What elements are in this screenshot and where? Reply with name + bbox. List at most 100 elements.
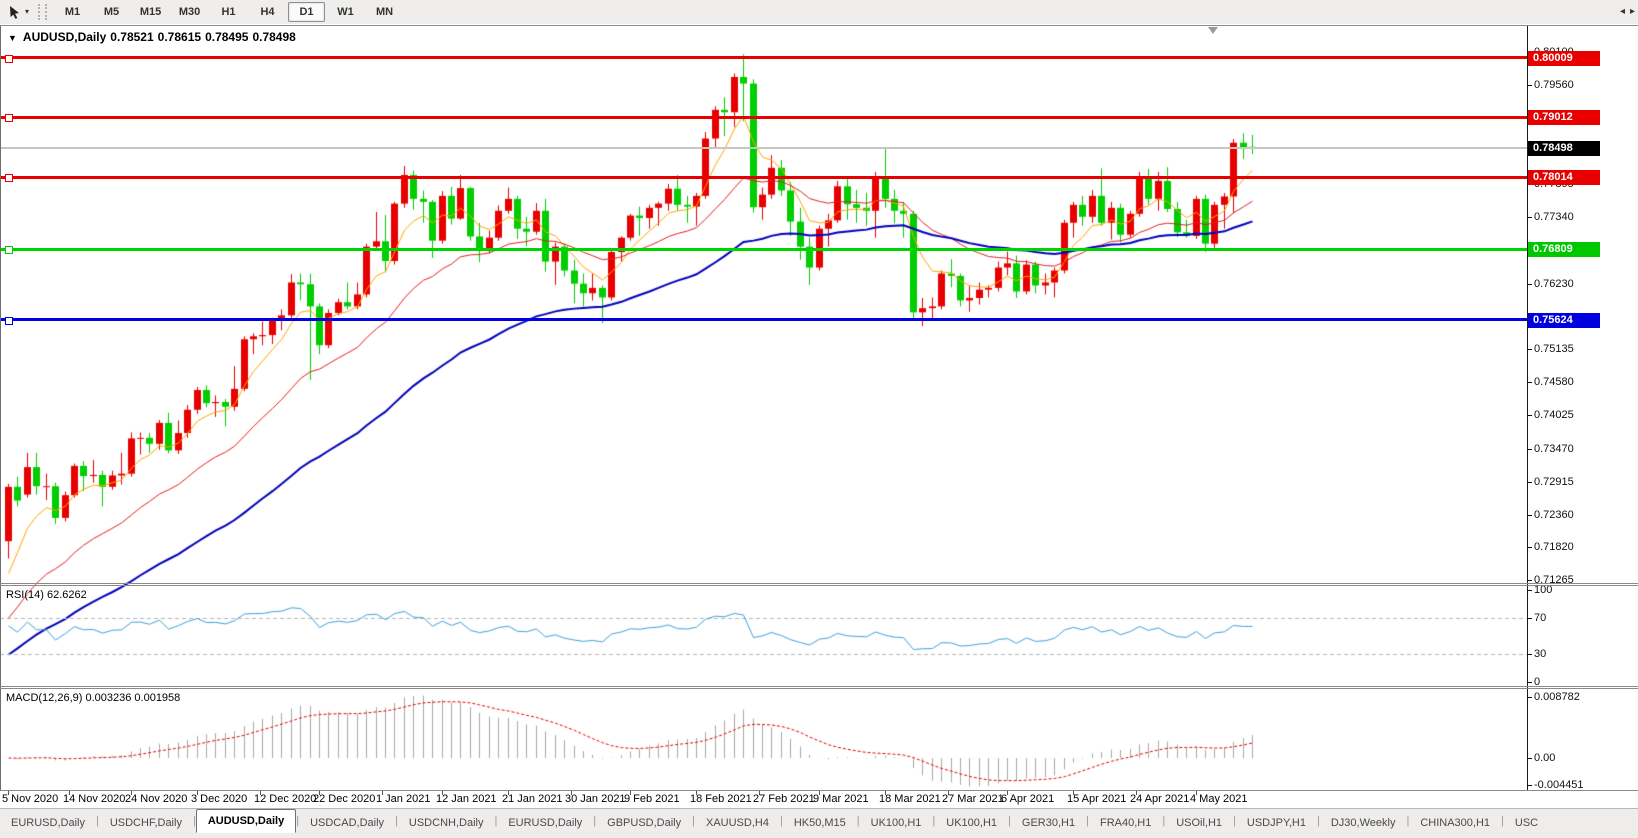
rsi-tick [1527,618,1532,619]
ohlc-open: 0.78521 [110,30,154,44]
price-tick [1527,515,1532,516]
panel-top-border [0,25,1638,26]
tab-usdjpy-h1[interactable]: USDJPY,H1 [1246,817,1306,829]
cursor-icon [10,5,19,19]
status-strip [0,832,1638,838]
tab-separator: | [95,815,99,827]
toolbar: ▾ M1 M5 M15 M30 H1 H4 D1 W1 MN [0,0,1638,25]
line-handle-0.78014[interactable] [5,174,13,182]
price-axis-border [1527,25,1528,790]
tab-eurusd-daily[interactable]: EURUSD,Daily [508,817,583,829]
date-label: 4 May 2021 [1190,793,1248,805]
timeframe-button-MN[interactable]: MN [375,6,394,18]
price-badge-resistance: 0.80009 [1528,51,1600,66]
tab-dj30-weekly[interactable]: DJ30,Weekly [1330,817,1396,829]
resistance-line[interactable] [0,116,1527,119]
date-tick [1073,791,1074,795]
date-tick [819,791,820,795]
support-line[interactable] [0,248,1527,251]
date-label: 1 Jan 2021 [376,793,431,805]
date-label: 18 Mar 2021 [879,793,941,805]
tab-usdchf-daily[interactable]: USDCHF,Daily [109,817,182,829]
tab-uk100-h1[interactable]: UK100,H1 [870,817,922,829]
timeframe-button-M1[interactable]: M1 [64,6,81,18]
date-tick [197,791,198,795]
macd-tick-label: -0.004451 [1534,779,1584,791]
macd-label: MACD(12,26,9) 0.003236 0.001958 [6,692,181,704]
date-label: 24 Apr 2021 [1130,793,1190,805]
date-tick [131,791,132,795]
tab-eurusd-daily[interactable]: EURUSD,Daily [11,817,85,829]
support-line[interactable] [0,318,1527,321]
tab-fra40-h1[interactable]: FRA40,H1 [1099,817,1152,829]
tab-scroll-left-icon[interactable]: ◂ [1619,6,1625,17]
tab-uk100-h1[interactable]: UK100,H1 [946,817,998,829]
timeframe-button-M5[interactable]: M5 [103,6,120,18]
line-handle-0.76809[interactable] [5,246,13,254]
date-label: 24 Nov 2020 [125,793,188,805]
tab-gbpusd-daily[interactable]: GBPUSD,Daily [607,817,682,829]
line-handle-0.75624[interactable] [5,317,13,325]
tab-usoil-h1[interactable]: USOil,H1 [1176,817,1223,829]
chart-shift-marker[interactable] [1208,27,1218,34]
cursor-dropdown-icon[interactable]: ▾ [25,7,30,16]
tab-usc[interactable]: USC [1514,817,1539,829]
tab-usdcnh-daily[interactable]: USDCNH,Daily [408,817,484,829]
timeframe-button-H4[interactable]: H4 [260,6,275,18]
ohlc-high: 0.78615 [157,30,202,44]
date-tick [696,791,697,795]
price-tick-label: 0.72360 [1534,509,1574,521]
tab-audusd-daily[interactable]: AUDUSD,Daily [195,809,297,833]
timeframe-button-M30[interactable]: M30 [178,6,201,18]
timeframe-button-W1[interactable]: W1 [337,6,354,18]
price-tick-label: 0.79560 [1534,79,1574,91]
toolbar-grip[interactable] [38,4,48,20]
macd-tick-label: 0.008782 [1534,691,1580,703]
price-badge-current-price: 0.78498 [1528,141,1600,156]
date-label: 18 Feb 2021 [690,793,752,805]
cursor-tool-button[interactable]: ▾ [5,3,32,22]
chart-title: ▼ AUDUSD,Daily 0.78521 0.78615 0.78495 0.7849… [8,30,300,44]
tab-hk50-m15[interactable]: HK50,M15 [793,817,846,829]
symbol-dropdown-icon[interactable]: ▼ [8,33,17,43]
timeframe-button-H1[interactable]: H1 [221,6,236,18]
tab-china300-h1[interactable]: CHINA300,H1 [1420,817,1491,829]
tab-separator: | [779,815,783,827]
tab-separator: | [1008,815,1011,827]
resistance-line[interactable] [0,176,1527,179]
ohlc-low: 0.78495 [205,30,249,44]
date-tick [885,791,886,795]
tab-ger30-h1[interactable]: GER30,H1 [1021,817,1076,829]
timeframe-button-M15[interactable]: M15 [139,6,162,18]
date-label: 5 Nov 2020 [2,793,59,805]
rsi-panel-separator-b [0,688,1638,689]
tab-separator: | [932,815,936,827]
tab-scroll-right-icon[interactable]: ▸ [1629,6,1635,17]
macd-tick [1527,697,1532,698]
price-tick-label: 0.77340 [1534,211,1574,223]
date-tick [759,791,760,795]
date-label: 9 Mar 2021 [813,793,869,805]
tab-separator: | [1317,815,1320,827]
price-badge-support: 0.75624 [1528,313,1600,328]
resistance-line[interactable] [0,56,1527,59]
tab-xauusd-h4[interactable]: XAUUSD,H4 [705,817,769,829]
tab-separator: | [1162,815,1166,827]
price-tick-label: 0.74580 [1534,376,1574,388]
line-handle-0.80009[interactable] [5,55,13,63]
current-price-line[interactable] [0,147,1527,149]
date-tick [508,791,509,795]
date-tick [382,791,383,795]
timeframe-button-D1[interactable]: D1 [288,2,326,22]
tab-separator: | [1501,815,1504,827]
line-handle-0.79012[interactable] [5,114,13,122]
date-label: 3 Dec 2020 [191,793,248,805]
tab-separator: | [494,815,498,827]
tab-usdcad-daily[interactable]: USDCAD,Daily [310,817,385,829]
tab-separator: | [296,815,300,827]
chart-canvas[interactable] [0,24,1638,808]
price-tick-label: 0.72915 [1534,476,1574,488]
tab-separator: | [1233,815,1236,827]
macd-tick-label: 0.00 [1534,752,1556,764]
tab-separator: | [395,815,398,827]
